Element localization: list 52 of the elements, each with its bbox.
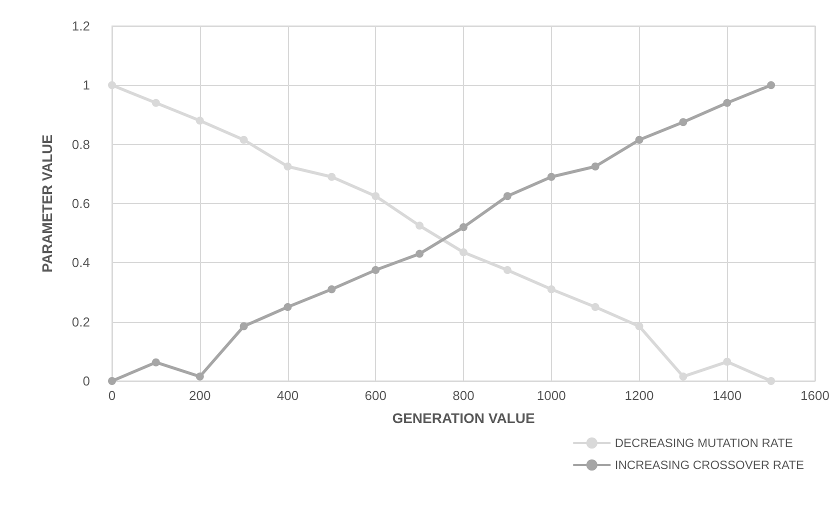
legend-label: DECREASING MUTATION RATE [614, 436, 793, 450]
point [591, 162, 600, 171]
point [503, 192, 512, 200]
y-tick-label: 1 [82, 78, 90, 93]
point [152, 98, 160, 107]
x-axis-title: GENERATION VALUE [392, 410, 535, 426]
x-tick-label: 600 [364, 388, 386, 403]
point [108, 81, 116, 90]
point [460, 248, 468, 256]
point [196, 116, 204, 125]
y-tick-label: 0.8 [72, 136, 90, 152]
point [503, 266, 512, 274]
point [723, 358, 732, 366]
legend-label: INCREASING CROSSOVER RATE [614, 458, 804, 472]
y-tick-label: 0 [82, 374, 90, 388]
point [416, 222, 424, 230]
point [328, 172, 336, 181]
point [372, 192, 380, 200]
x-tick-label: 800 [452, 388, 474, 403]
point [547, 285, 556, 294]
y-tick-label: 1.2 [72, 18, 90, 34]
y-axis-title: PARAMETER VALUE [39, 134, 55, 272]
point [284, 162, 292, 171]
point [679, 118, 688, 126]
point [240, 322, 248, 330]
point [152, 358, 160, 366]
point [328, 285, 336, 294]
y-tick-label: 0.2 [72, 314, 90, 330]
point [767, 377, 776, 385]
point [284, 303, 292, 312]
point [723, 98, 732, 107]
x-tick-label: 1200 [624, 388, 654, 403]
point [372, 266, 380, 274]
point [547, 172, 556, 181]
point [196, 372, 204, 381]
point [108, 377, 116, 385]
x-tick-label: 400 [276, 388, 299, 403]
point [767, 81, 776, 90]
point [591, 303, 600, 312]
point [240, 136, 248, 144]
y-tick-label: 0.4 [72, 255, 90, 270]
point [460, 223, 468, 232]
point [635, 136, 644, 144]
x-tick-label: 1600 [800, 388, 830, 403]
x-tick-label: 1000 [536, 388, 566, 403]
y-tick-label: 0.6 [72, 196, 90, 211]
point [635, 322, 644, 330]
point [679, 372, 688, 381]
point [416, 250, 424, 258]
x-tick-label: 0 [108, 388, 116, 403]
x-tick-label: 200 [189, 388, 211, 403]
x-tick-label: 1400 [712, 388, 742, 403]
